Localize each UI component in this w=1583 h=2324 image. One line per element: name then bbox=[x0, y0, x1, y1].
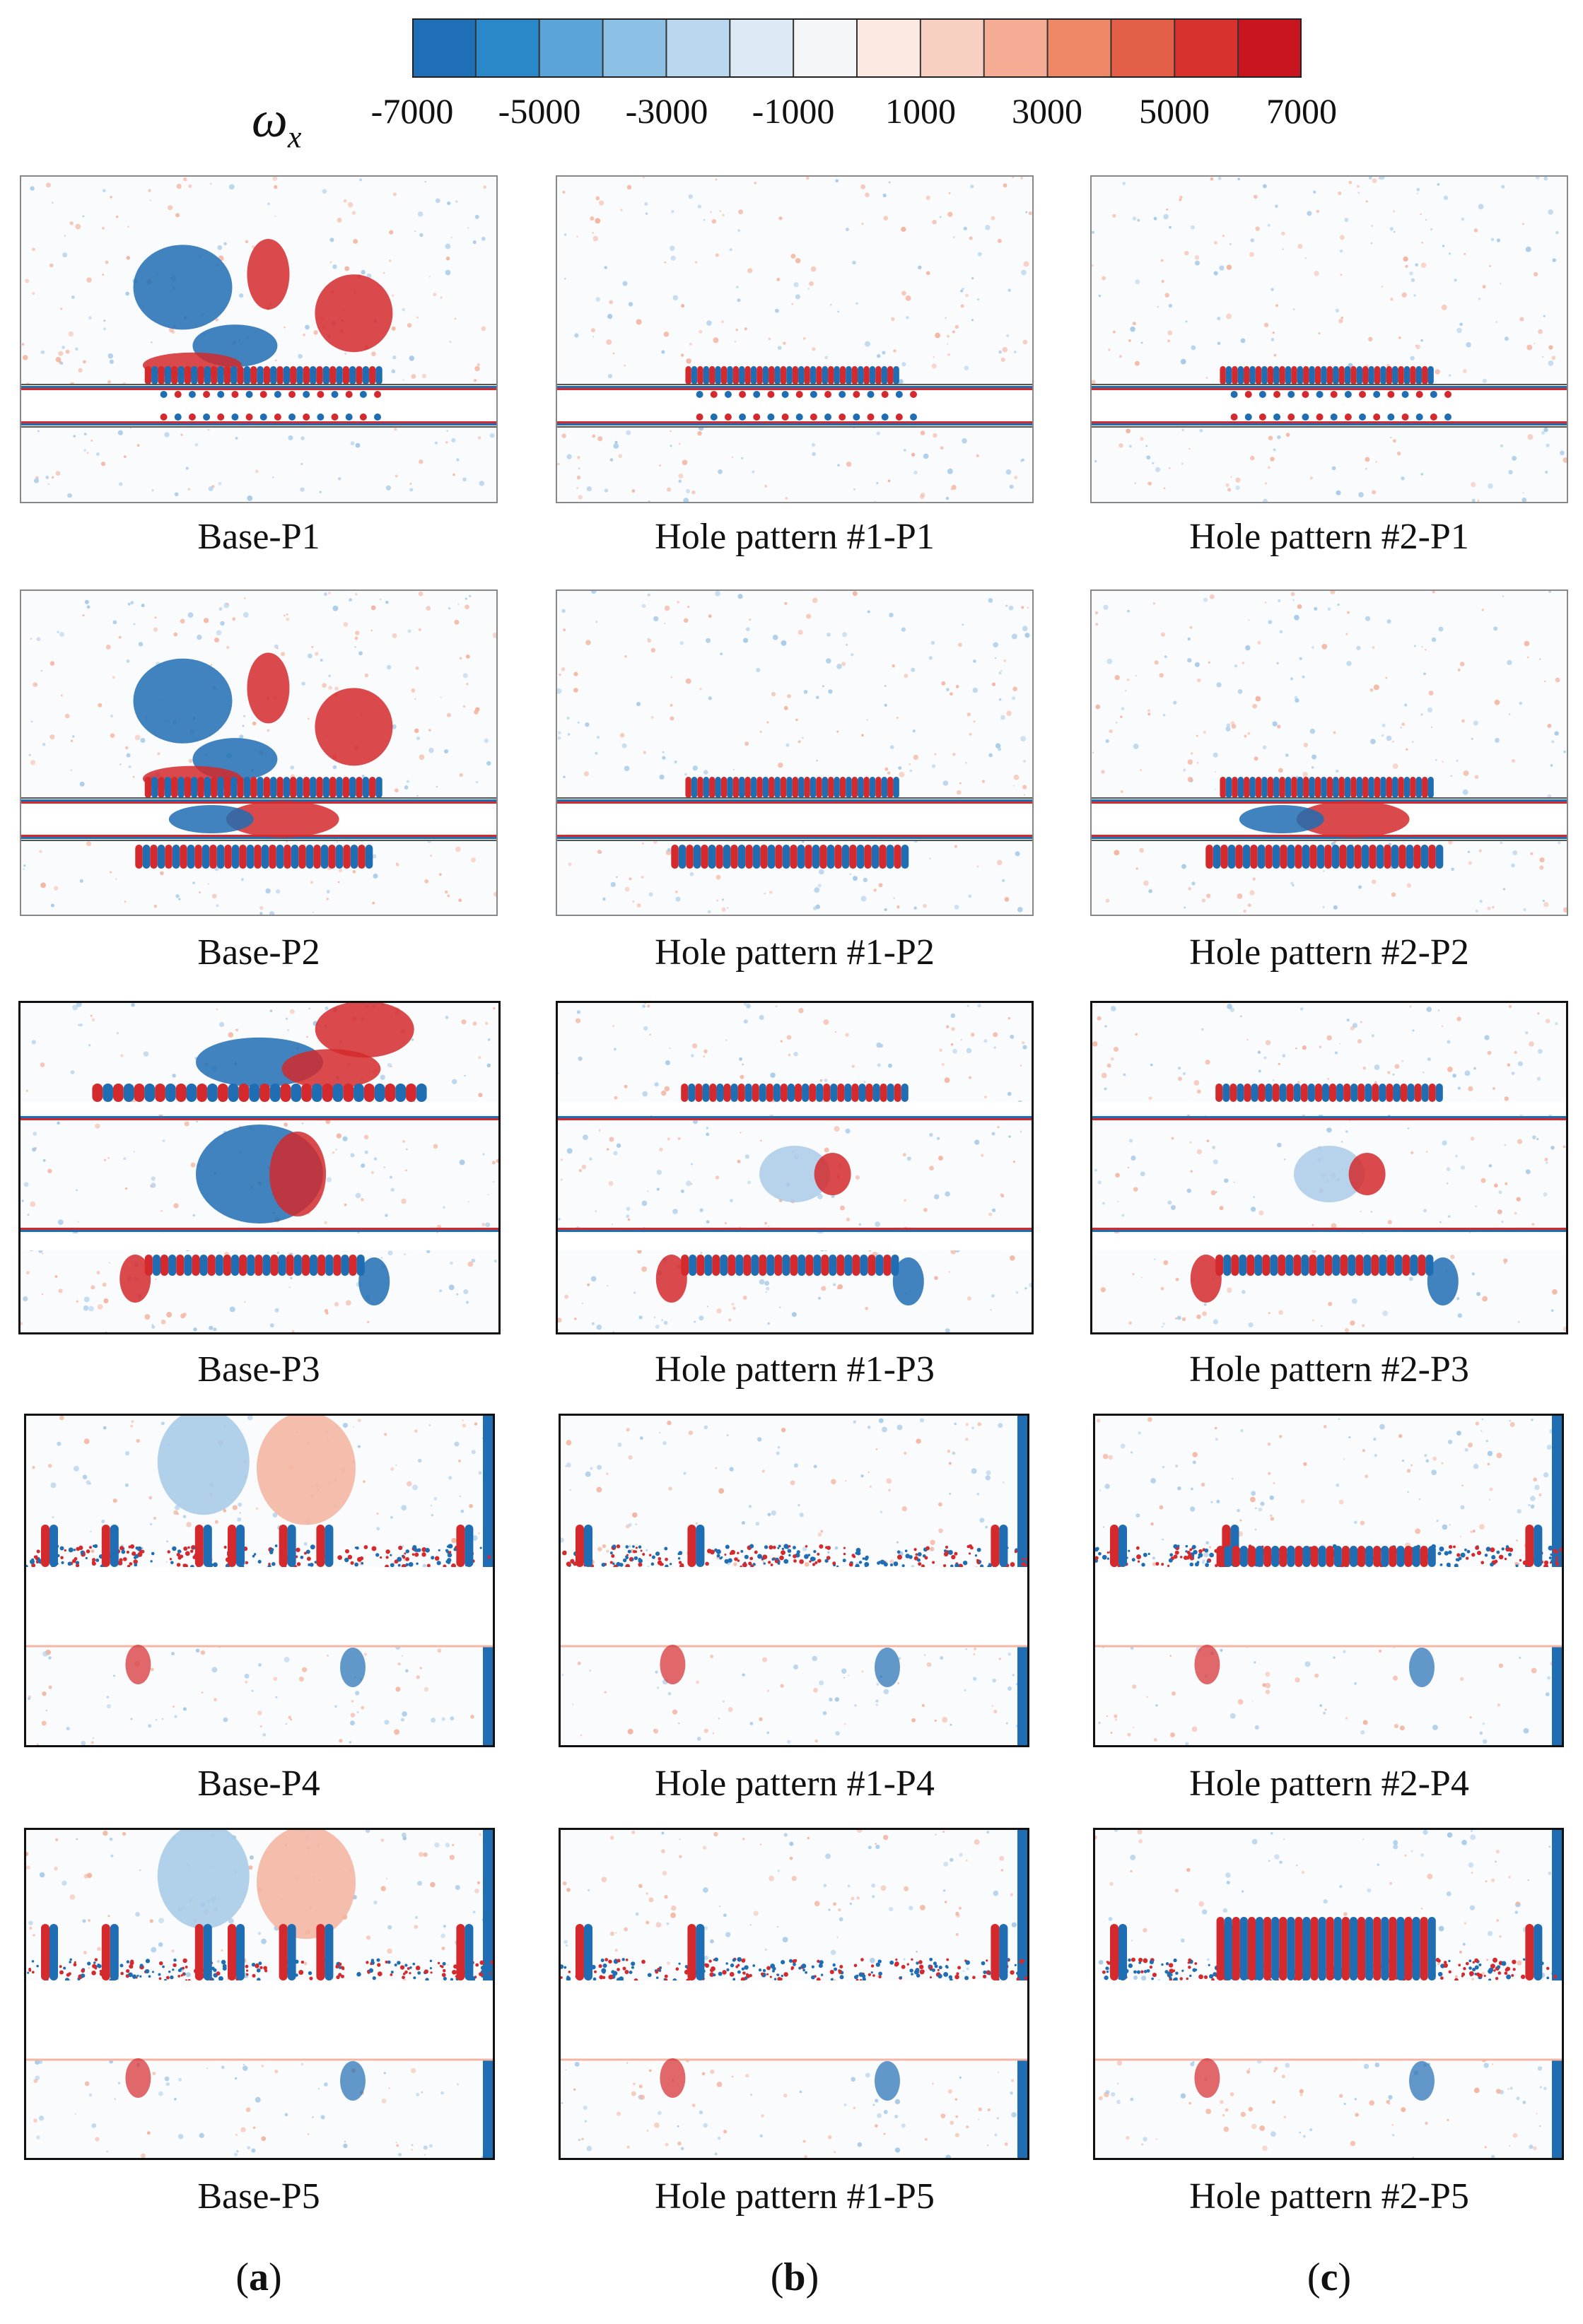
tick-label: 1000 bbox=[885, 91, 956, 131]
colorbar-segment bbox=[1111, 18, 1175, 78]
colorbar-segment bbox=[539, 18, 604, 78]
colorbar-segment bbox=[602, 18, 667, 78]
vorticity-field bbox=[21, 591, 496, 915]
caption-hole1-p2: Hole pattern #1-P2 bbox=[655, 932, 935, 973]
colorbar-segment bbox=[857, 18, 921, 78]
caption-base-p3: Base-P3 bbox=[197, 1349, 320, 1390]
colorbar-segment bbox=[1047, 18, 1111, 78]
caption-base-p2: Base-P2 bbox=[197, 932, 320, 973]
panel-base-p1 bbox=[20, 175, 498, 503]
colorbar-segment bbox=[1174, 18, 1239, 78]
caption-hole2-p3: Hole pattern #2-P3 bbox=[1189, 1349, 1469, 1390]
tick-label: -1000 bbox=[752, 91, 835, 131]
vorticity-field bbox=[561, 1830, 1027, 2158]
panel-hole1-p1 bbox=[556, 175, 1034, 503]
panel-hole1-p4 bbox=[559, 1414, 1029, 1747]
panel-base-p4 bbox=[24, 1414, 495, 1747]
colorbar-segment bbox=[475, 18, 540, 78]
panel-hole1-p5 bbox=[559, 1828, 1029, 2160]
tick-label: -7000 bbox=[370, 91, 454, 131]
panel-hole2-p5 bbox=[1093, 1828, 1564, 2160]
caption-hole1-p1: Hole pattern #1-P1 bbox=[655, 517, 935, 557]
vorticity-field bbox=[1092, 1004, 1566, 1332]
caption-base-p1: Base-P1 bbox=[197, 517, 320, 557]
tick-label: -3000 bbox=[625, 91, 708, 131]
vorticity-field bbox=[557, 591, 1032, 914]
caption-hole1-p3: Hole pattern #1-P3 bbox=[655, 1349, 935, 1390]
colorbar-segment bbox=[793, 18, 858, 78]
colorbar-segment bbox=[666, 18, 730, 78]
tick-label: 7000 bbox=[1266, 91, 1337, 131]
panel-hole2-p1 bbox=[1090, 175, 1568, 503]
vorticity-field bbox=[26, 1416, 493, 1745]
colorbar-symbol: ωx bbox=[252, 91, 302, 155]
vorticity-field bbox=[558, 1003, 1032, 1332]
panel-hole1-p3 bbox=[556, 1001, 1034, 1334]
caption-hole2-p5: Hole pattern #2-P5 bbox=[1189, 2176, 1469, 2217]
caption-hole2-p2: Hole pattern #2-P2 bbox=[1189, 932, 1469, 973]
panel-hole1-p2 bbox=[556, 589, 1034, 916]
vorticity-field bbox=[1092, 591, 1567, 913]
column-label-a: (a) bbox=[235, 2255, 282, 2299]
tick-label: -5000 bbox=[498, 91, 581, 131]
panel-base-p3 bbox=[18, 1001, 501, 1334]
panel-base-p5 bbox=[24, 1828, 495, 2160]
caption-base-p4: Base-P4 bbox=[197, 1763, 320, 1804]
vorticity-field bbox=[557, 177, 1032, 502]
vorticity-field bbox=[1092, 177, 1567, 502]
tick-label: 3000 bbox=[1012, 91, 1082, 131]
vorticity-field bbox=[1095, 1416, 1562, 1745]
vorticity-field bbox=[21, 177, 496, 501]
panel-hole2-p3 bbox=[1090, 1001, 1568, 1334]
colorbar-segment bbox=[730, 18, 794, 78]
vorticity-field bbox=[21, 1003, 498, 1332]
vorticity-field bbox=[1095, 1830, 1562, 2158]
caption-hole2-p1: Hole pattern #2-P1 bbox=[1189, 517, 1469, 557]
colorbar-segment bbox=[412, 18, 477, 78]
panel-hole2-p4 bbox=[1093, 1414, 1564, 1747]
vorticity-field bbox=[561, 1416, 1027, 1745]
caption-hole1-p5: Hole pattern #1-P5 bbox=[655, 2176, 935, 2217]
colorbar-legend: ωx -7000 -5000 -3000 -1000 1000 3000 500… bbox=[0, 0, 1583, 155]
colorbar-segment bbox=[983, 18, 1048, 78]
column-label-c: (c) bbox=[1307, 2255, 1352, 2299]
tick-label: 5000 bbox=[1139, 91, 1210, 131]
panel-base-p2 bbox=[20, 589, 498, 916]
colorbar bbox=[412, 18, 1302, 78]
colorbar-segment bbox=[920, 18, 985, 78]
panel-hole2-p2 bbox=[1090, 589, 1568, 916]
column-label-b: (b) bbox=[770, 2255, 819, 2299]
vorticity-field bbox=[26, 1830, 493, 2158]
caption-hole2-p4: Hole pattern #2-P4 bbox=[1189, 1763, 1469, 1804]
caption-base-p5: Base-P5 bbox=[197, 2176, 320, 2217]
colorbar-segment bbox=[1238, 18, 1302, 78]
caption-hole1-p4: Hole pattern #1-P4 bbox=[655, 1763, 935, 1804]
